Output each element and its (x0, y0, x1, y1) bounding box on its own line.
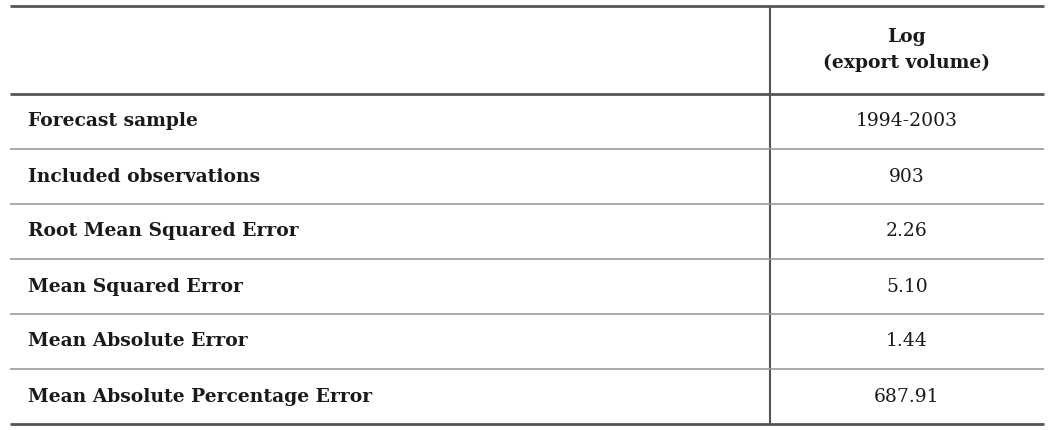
Text: 1.44: 1.44 (886, 332, 928, 350)
Text: Mean Squared Error: Mean Squared Error (28, 277, 242, 295)
Text: Log
(export volume): Log (export volume) (823, 28, 991, 72)
Text: 1994-2003: 1994-2003 (856, 113, 958, 130)
Text: 5.10: 5.10 (886, 277, 928, 295)
Text: Forecast sample: Forecast sample (28, 113, 198, 130)
Text: 687.91: 687.91 (874, 387, 940, 405)
Text: 2.26: 2.26 (886, 222, 928, 240)
Text: 903: 903 (890, 168, 924, 185)
Text: Included observations: Included observations (28, 168, 260, 185)
Text: Mean Absolute Error: Mean Absolute Error (28, 332, 248, 350)
Text: Root Mean Squared Error: Root Mean Squared Error (28, 222, 298, 240)
Text: Mean Absolute Percentage Error: Mean Absolute Percentage Error (28, 387, 372, 405)
